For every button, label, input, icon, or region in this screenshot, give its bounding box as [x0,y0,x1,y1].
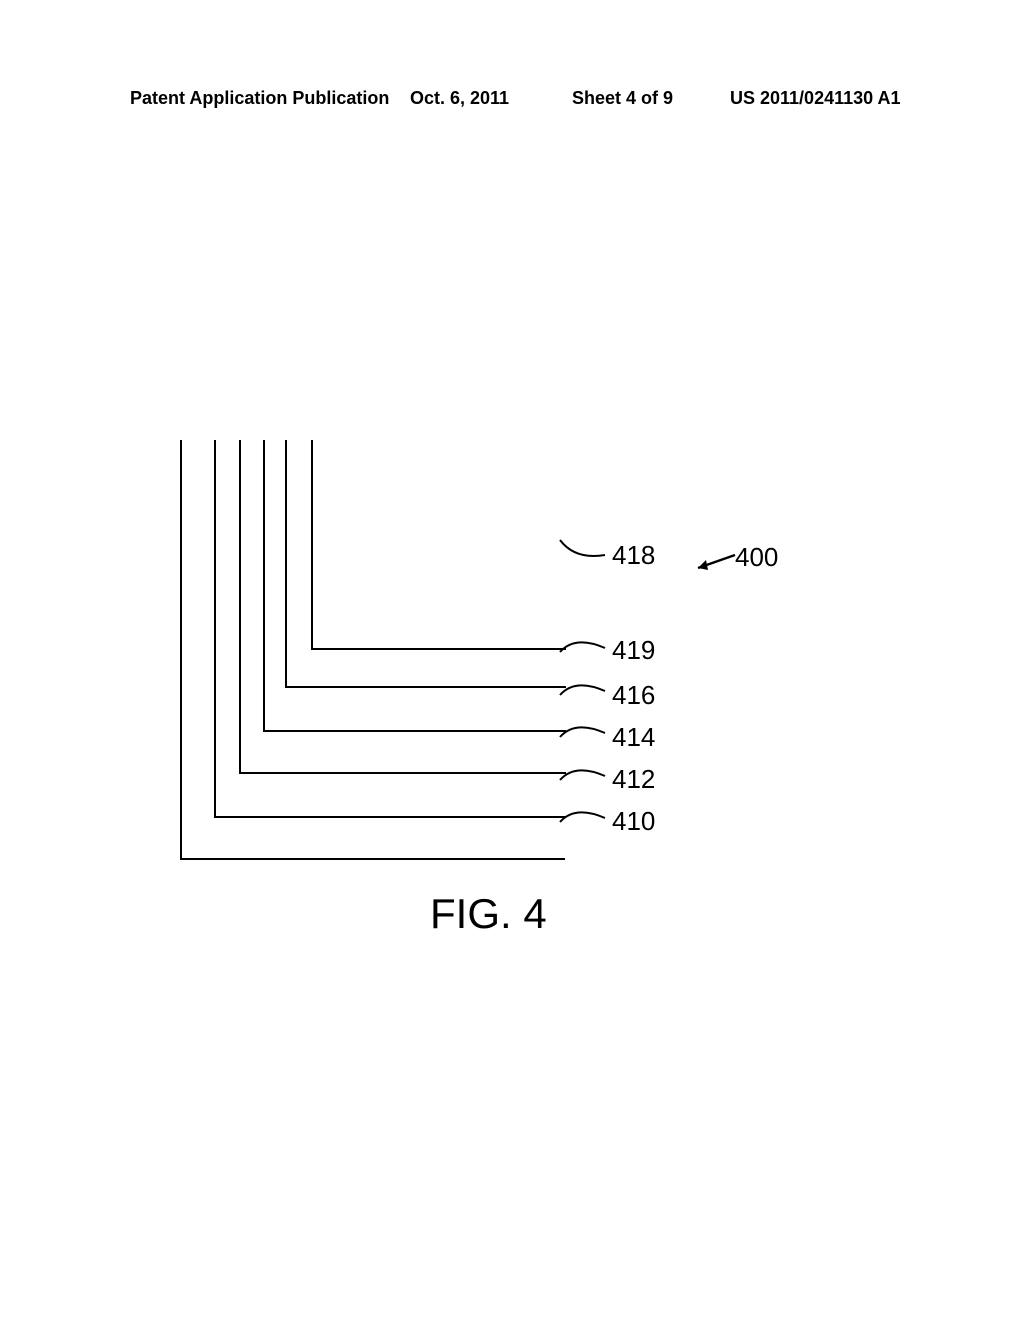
publication-type: Patent Application Publication [130,88,389,109]
page-header: Patent Application Publication Oct. 6, 2… [0,88,1024,109]
label-416: 416 [612,680,655,711]
label-419: 419 [612,635,655,666]
leader-412 [555,758,615,788]
label-412: 412 [612,764,655,795]
arrow-400 [690,550,740,575]
label-418: 418 [612,540,655,571]
figure-label: FIG. 4 [430,890,547,938]
label-414: 414 [612,722,655,753]
publication-number: US 2011/0241130 A1 [730,88,900,109]
patent-diagram: 418 419 416 414 412 410 400 [180,410,830,860]
leader-414 [555,715,615,745]
leader-410 [555,800,615,830]
leader-418 [555,535,615,570]
sheet-info: Sheet 4 of 9 [572,88,673,109]
label-410: 410 [612,806,655,837]
leader-419 [555,630,615,660]
layer-418 [311,440,566,650]
publication-date: Oct. 6, 2011 [410,88,509,109]
label-400: 400 [735,542,778,573]
leader-416 [555,673,615,703]
